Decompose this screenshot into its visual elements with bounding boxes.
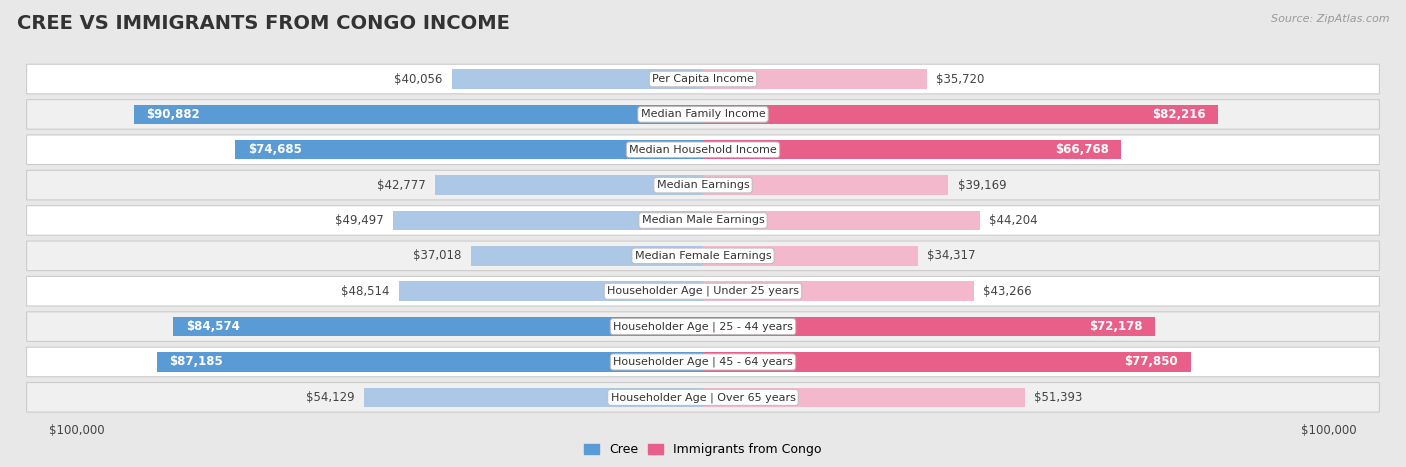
Bar <box>235 140 703 160</box>
Text: $48,514: $48,514 <box>342 285 389 298</box>
FancyBboxPatch shape <box>27 312 1379 341</box>
Text: Householder Age | 45 - 64 years: Householder Age | 45 - 64 years <box>613 357 793 367</box>
Text: $74,685: $74,685 <box>247 143 302 156</box>
Bar <box>134 105 703 124</box>
Text: Median Male Earnings: Median Male Earnings <box>641 215 765 226</box>
Bar <box>157 352 703 372</box>
Bar <box>173 317 703 336</box>
Text: Source: ZipAtlas.com: Source: ZipAtlas.com <box>1271 14 1389 24</box>
Bar <box>703 388 1025 407</box>
Text: $37,018: $37,018 <box>413 249 461 262</box>
Text: $42,777: $42,777 <box>377 178 426 191</box>
Text: CREE VS IMMIGRANTS FROM CONGO INCOME: CREE VS IMMIGRANTS FROM CONGO INCOME <box>17 14 510 33</box>
Text: $82,216: $82,216 <box>1152 108 1205 121</box>
Legend: Cree, Immigrants from Congo: Cree, Immigrants from Congo <box>579 439 827 461</box>
FancyBboxPatch shape <box>27 382 1379 412</box>
Bar <box>703 69 927 89</box>
Bar <box>703 140 1121 160</box>
Text: $72,178: $72,178 <box>1090 320 1143 333</box>
Bar <box>453 69 703 89</box>
Text: $39,169: $39,169 <box>957 178 1007 191</box>
FancyBboxPatch shape <box>27 170 1379 200</box>
Bar <box>703 246 918 266</box>
Text: Median Household Income: Median Household Income <box>628 145 778 155</box>
Text: Householder Age | Over 65 years: Householder Age | Over 65 years <box>610 392 796 403</box>
Text: Householder Age | 25 - 44 years: Householder Age | 25 - 44 years <box>613 321 793 332</box>
Text: Median Female Earnings: Median Female Earnings <box>634 251 772 261</box>
Text: $40,056: $40,056 <box>394 72 443 85</box>
FancyBboxPatch shape <box>27 99 1379 129</box>
Text: $54,129: $54,129 <box>307 391 354 404</box>
Bar <box>703 176 948 195</box>
Bar <box>364 388 703 407</box>
FancyBboxPatch shape <box>27 64 1379 94</box>
Text: $51,393: $51,393 <box>1035 391 1083 404</box>
Bar <box>471 246 703 266</box>
FancyBboxPatch shape <box>27 135 1379 164</box>
Bar <box>394 211 703 230</box>
Bar <box>703 211 980 230</box>
Bar <box>703 282 974 301</box>
Text: $43,266: $43,266 <box>983 285 1032 298</box>
Bar <box>703 317 1156 336</box>
Text: $90,882: $90,882 <box>146 108 200 121</box>
FancyBboxPatch shape <box>27 347 1379 377</box>
FancyBboxPatch shape <box>27 205 1379 235</box>
Text: Median Family Income: Median Family Income <box>641 109 765 120</box>
Bar <box>703 352 1191 372</box>
FancyBboxPatch shape <box>27 241 1379 271</box>
Text: $49,497: $49,497 <box>335 214 384 227</box>
Text: Per Capita Income: Per Capita Income <box>652 74 754 84</box>
Text: $84,574: $84,574 <box>186 320 239 333</box>
Text: $35,720: $35,720 <box>936 72 984 85</box>
Bar <box>399 282 703 301</box>
Bar <box>434 176 703 195</box>
Bar <box>703 105 1218 124</box>
Text: $77,850: $77,850 <box>1125 355 1178 368</box>
Text: Median Earnings: Median Earnings <box>657 180 749 190</box>
Text: Householder Age | Under 25 years: Householder Age | Under 25 years <box>607 286 799 297</box>
Text: $66,768: $66,768 <box>1054 143 1109 156</box>
Text: $87,185: $87,185 <box>170 355 224 368</box>
FancyBboxPatch shape <box>27 276 1379 306</box>
Text: $44,204: $44,204 <box>990 214 1038 227</box>
Text: $34,317: $34,317 <box>928 249 976 262</box>
